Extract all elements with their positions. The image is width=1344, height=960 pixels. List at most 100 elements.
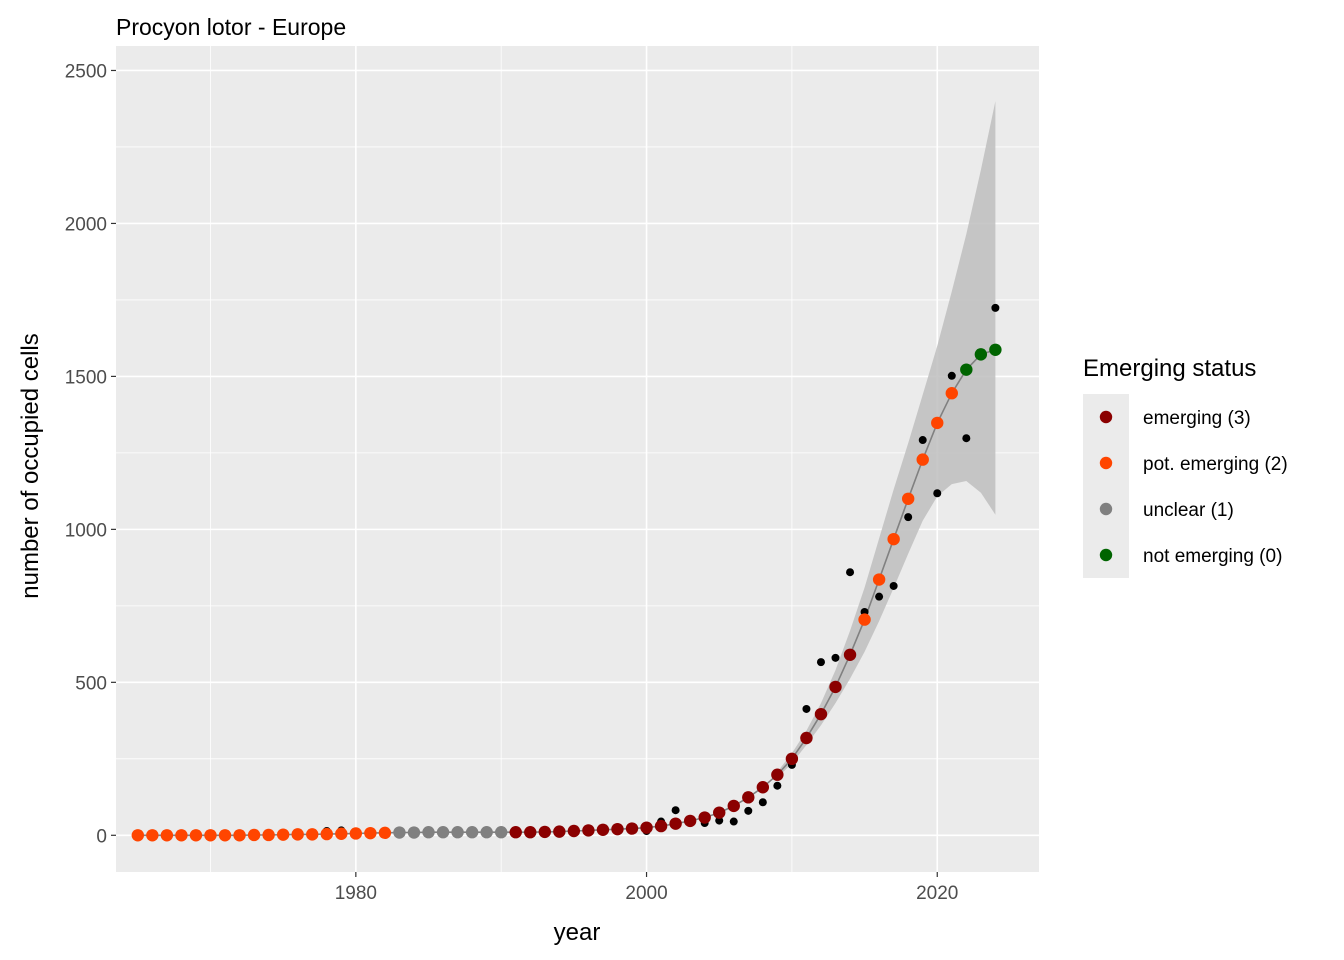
fitted-point [713,806,726,819]
fitted-point [887,532,900,546]
fitted-point [596,823,610,836]
x-tick-label: 1980 [335,883,377,904]
y-tick-label: 500 [75,673,107,694]
fitted-point [683,814,697,828]
legend-key [1099,548,1113,562]
legend-key-background [1083,394,1129,578]
fitted-point [931,416,944,430]
fitted-point [611,822,624,836]
fitted-point [335,827,348,840]
fitted-point [320,827,333,841]
fitted-point [800,731,813,745]
fitted-point [771,768,784,781]
fitted-point [451,826,464,839]
observed-point [715,816,724,825]
fitted-point [247,828,261,842]
fitted-point [698,811,711,824]
fitted-point [407,826,421,839]
fitted-point [276,828,290,841]
fitted-point [422,826,435,839]
observed-point [991,303,1000,312]
y-tick-label: 1000 [65,520,107,541]
x-tick-label: 2000 [625,883,667,904]
observed-point [962,434,971,443]
y-tick-label: 2000 [65,214,107,235]
y-tick-label: 2500 [65,61,107,82]
observed-point [933,489,942,498]
fitted-point [640,821,653,834]
fitted-point [538,825,551,839]
fitted-point [131,829,145,842]
fitted-point [654,819,668,833]
x-axis: 1980 2000 2020 [335,872,958,904]
fitted-point [306,828,319,841]
fitted-point [567,824,581,838]
fitted-point [509,826,522,839]
fitted-point [233,829,246,842]
fitted-point [465,826,479,839]
x-axis-label: year [554,919,601,946]
legend: Emerging status emerging (3) pot. emergin… [1083,355,1288,578]
grid-minor [116,46,1039,872]
fitted-point [858,613,871,626]
fitted-point [189,829,203,842]
fitted-points [131,343,1002,842]
observed-point [758,798,767,807]
fitted-point [364,826,377,840]
observed-point [831,653,840,662]
observed-point [744,806,753,815]
y-axis: 0 500 1000 1500 2000 2500 [65,61,116,847]
fitted-point [843,648,857,661]
observed-point [846,568,855,577]
legend-label: pot. emerging (2) [1143,454,1288,475]
plot-panel [116,46,1039,872]
fitted-point [393,826,406,839]
legend-label: not emerging (0) [1143,546,1282,567]
legend-key [1099,410,1113,424]
legend-title: Emerging status [1083,355,1256,382]
fitted-point [262,828,275,842]
fitted-point [625,822,639,835]
fitted-point [669,817,682,830]
fitted-point [945,387,958,400]
legend-key [1099,456,1113,470]
fitted-point [582,824,595,837]
fitted-point [872,573,886,586]
observed-point [904,513,913,522]
chart-title: Procyon lotor - Europe [116,14,346,40]
fitted-point [218,829,232,842]
confidence-band [777,101,996,778]
observed-point [889,581,898,590]
legend-items: emerging (3) pot. emerging (2) unclear (1)… [1099,408,1288,567]
fitted-point [378,826,392,840]
fitted-point [960,363,973,376]
fitted-point [829,680,842,694]
fitted-point [756,781,770,794]
y-tick-label: 1500 [65,367,107,388]
fitted-point [204,829,217,842]
fitted-point [349,827,363,840]
fitted-point [553,825,566,838]
y-axis-label: number of occupied cells [17,333,44,598]
observed-point [671,806,680,815]
observed-point [918,436,927,445]
fitted-point [901,492,915,505]
x-tick-label: 2020 [916,883,958,904]
observed-point [729,817,738,826]
fitted-point [160,829,174,842]
fitted-point [480,826,493,839]
legend-label: emerging (3) [1143,408,1251,429]
observed-point [875,592,884,601]
y-tick-label: 0 [96,826,107,847]
fitted-point [742,791,755,804]
observed-point [947,371,956,380]
fitted-point [785,752,799,766]
fitted-point [989,343,1002,356]
fitted-point [175,829,188,842]
fitted-point [291,828,304,841]
fitted-point [727,799,740,813]
fitted-point [916,453,929,466]
observed-point [802,704,811,713]
fitted-point [436,826,450,839]
